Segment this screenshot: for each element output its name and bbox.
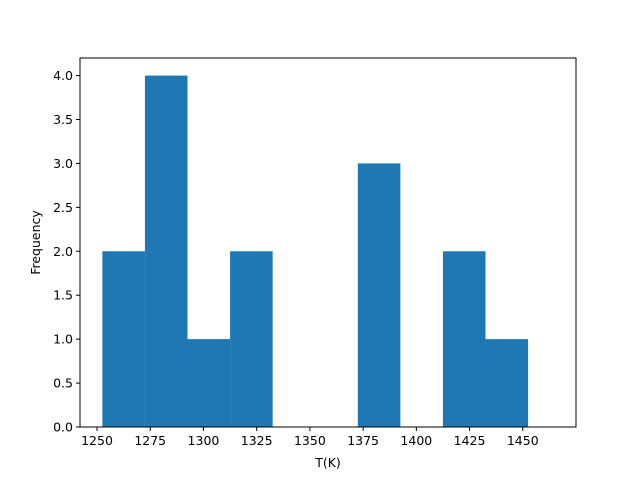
histogram-bar-9 [485, 339, 529, 427]
x-tick-label: 1300 [188, 433, 220, 448]
x-tick-label: 1325 [241, 433, 273, 448]
x-tick-label: 1400 [400, 433, 432, 448]
y-axis-label: Frequency [28, 210, 43, 275]
histogram-bar-2 [187, 339, 231, 427]
histogram-bar-0 [102, 251, 145, 427]
x-tick-label: 1350 [294, 433, 326, 448]
histogram-bar-3 [230, 251, 273, 427]
x-tick-label: 1250 [81, 433, 113, 448]
axes-frame [79, 57, 577, 428]
y-tick-label: 3.5 [53, 112, 73, 127]
y-tick-label: 4.0 [53, 68, 73, 83]
y-tick-label: 0.0 [53, 420, 73, 435]
y-tick-label: 0.5 [53, 376, 73, 391]
x-tick-label: 1275 [134, 433, 166, 448]
x-tick-label: 1425 [454, 433, 486, 448]
x-axis-ticks: 1250 1275 1300 1325 1350 1375 1400 1425 1450 [81, 427, 539, 448]
x-tick-label: 1450 [507, 433, 539, 448]
y-tick-label: 1.0 [53, 332, 73, 347]
y-axis-ticks: 0.0 0.5 1.0 1.5 2.0 2.5 3.0 3.5 4.0 [53, 68, 80, 435]
x-axis-label: T(K) [314, 455, 341, 470]
y-tick-label: 2.0 [53, 244, 73, 259]
x-tick-label: 1375 [347, 433, 379, 448]
y-tick-label: 3.0 [53, 156, 73, 171]
histogram-bar-1 [144, 75, 188, 428]
bars-layer [102, 75, 529, 428]
y-tick-label: 2.5 [53, 200, 73, 215]
y-tick-label: 1.5 [53, 288, 73, 303]
histogram-bar-8 [442, 251, 486, 427]
histogram-bar-6 [357, 163, 401, 427]
